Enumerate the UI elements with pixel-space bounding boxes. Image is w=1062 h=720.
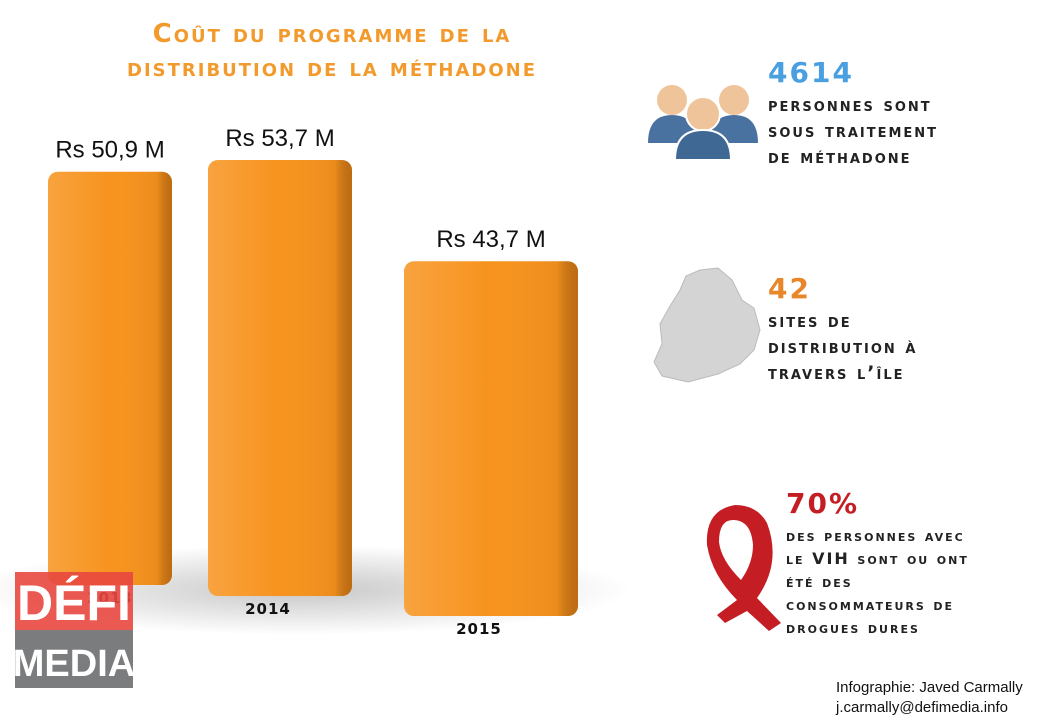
- logo-top: [15, 572, 133, 630]
- island-icon: [653, 267, 761, 383]
- stat-text: drogues dures: [786, 618, 920, 637]
- bar-shading: [404, 261, 578, 616]
- stat: 4614 personnes sont sous traitement de m…: [768, 56, 938, 168]
- stat-text: personnes sont: [768, 94, 932, 116]
- stat-text: travers l’île: [768, 362, 905, 384]
- stat-text: des personnes avec: [786, 526, 965, 545]
- bar-shading: [208, 160, 352, 596]
- stat-value: 70%: [786, 487, 859, 520]
- stat-text: de méthadone: [768, 146, 912, 168]
- value-label: Rs 53,7 M: [225, 125, 334, 152]
- stat: 70% des personnes avec le VIH sont ou on…: [786, 487, 969, 637]
- credit: j.carmally@defimedia.info: [835, 699, 1008, 716]
- stat-text: consommateurs de: [786, 595, 954, 614]
- bar-shading: [48, 171, 172, 585]
- ribbon-icon: [706, 505, 781, 631]
- x-tick-label: 2014: [245, 600, 291, 618]
- chart-title: Coût du programme de la: [153, 19, 512, 49]
- logo-text: DÉFI: [17, 575, 131, 631]
- stat-value: 42: [768, 272, 811, 305]
- value-label: Rs 50,9 M: [55, 137, 164, 164]
- value-label: Rs 43,7 M: [436, 226, 545, 253]
- people-icon: [648, 85, 758, 161]
- logo: DÉFI MEDIA: [13, 572, 135, 688]
- stat-text: été des: [786, 572, 853, 591]
- logo-text: MEDIA: [13, 643, 135, 685]
- logo-bottom: [15, 630, 133, 688]
- stat: 42 sites de distribution à travers l’île: [768, 272, 917, 384]
- x-tick-label: 2015: [456, 620, 502, 638]
- credit: Infographie: Javed Carmally: [836, 679, 1023, 696]
- stat-text: sous traitement: [768, 120, 938, 142]
- stat-text: distribution à: [768, 336, 917, 358]
- stat-value: 4614: [768, 56, 854, 89]
- stat-text: le VIH sont ou ont: [786, 549, 969, 568]
- stat-text: sites de: [768, 310, 852, 332]
- chart-title: distribution de la méthadone: [127, 53, 537, 83]
